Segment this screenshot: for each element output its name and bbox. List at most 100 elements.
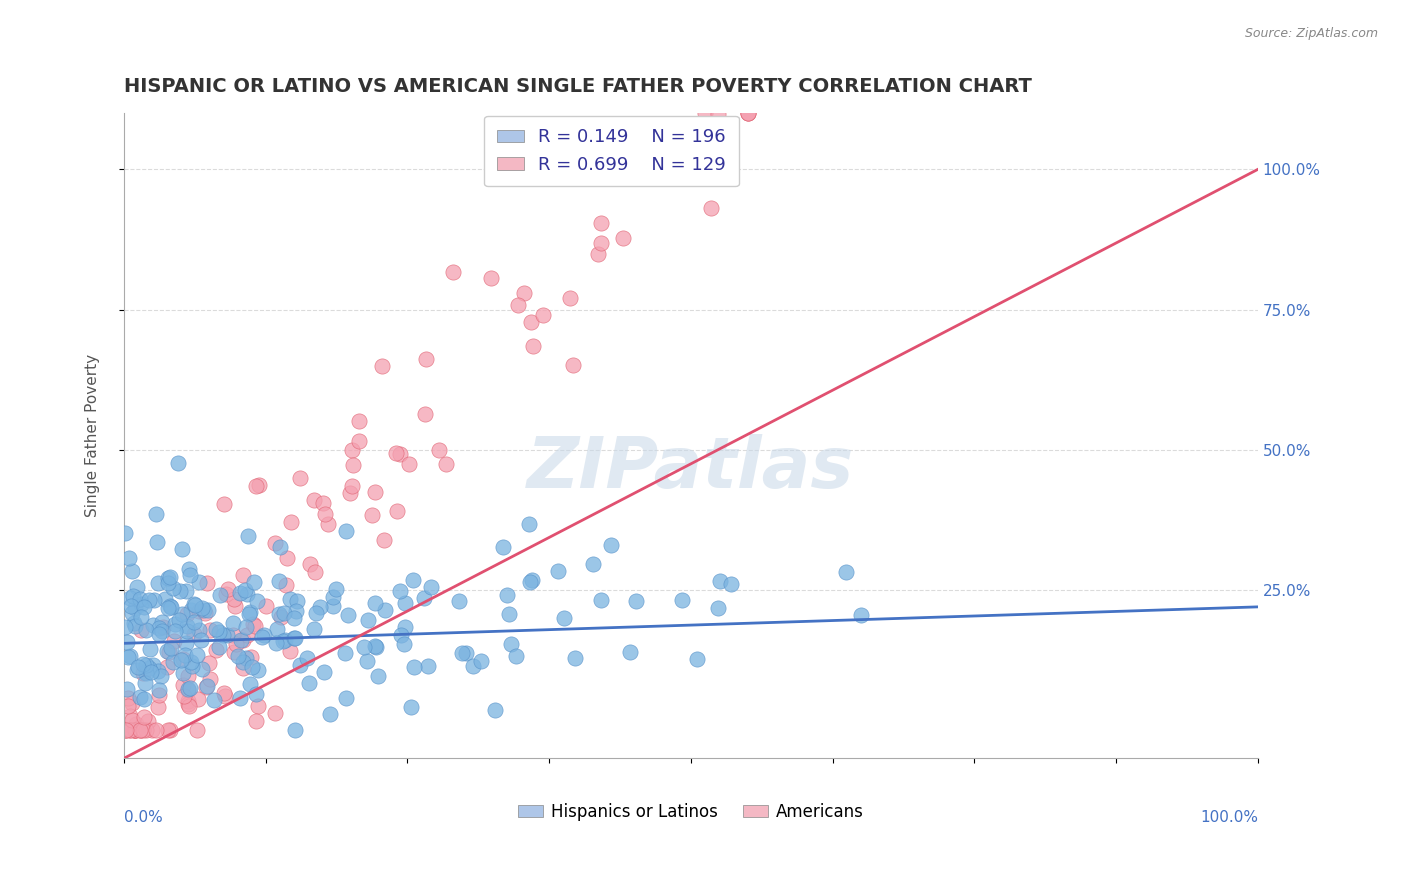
Hispanics or Latinos xyxy=(484,703,506,717)
Hispanics or Latinos xyxy=(389,628,412,642)
Hispanics or Latinos xyxy=(364,640,387,654)
Americans xyxy=(520,315,543,329)
Americans xyxy=(148,688,170,702)
Hispanics or Latinos xyxy=(121,606,143,620)
Hispanics or Latinos xyxy=(159,570,181,584)
Hispanics or Latinos xyxy=(131,597,153,611)
Americans xyxy=(347,413,370,427)
Americans xyxy=(198,623,221,637)
Hispanics or Latinos xyxy=(238,529,260,543)
Hispanics or Latinos xyxy=(191,601,214,615)
Americans xyxy=(612,231,634,245)
Hispanics or Latinos xyxy=(250,630,273,644)
Hispanics or Latinos xyxy=(267,574,290,589)
Hispanics or Latinos xyxy=(335,646,357,660)
Americans xyxy=(247,478,270,492)
Americans xyxy=(225,637,247,651)
Americans xyxy=(299,558,322,572)
Hispanics or Latinos xyxy=(145,534,167,549)
Americans xyxy=(136,714,159,728)
Hispanics or Latinos xyxy=(335,524,357,539)
Hispanics or Latinos xyxy=(114,526,136,541)
Hispanics or Latinos xyxy=(120,599,142,613)
Hispanics or Latinos xyxy=(139,665,162,679)
Americans xyxy=(700,202,723,216)
Americans xyxy=(129,723,152,738)
Hispanics or Latinos xyxy=(233,583,256,598)
Americans xyxy=(224,645,246,659)
Hispanics or Latinos xyxy=(235,619,257,633)
Hispanics or Latinos xyxy=(285,604,308,618)
Americans xyxy=(156,659,179,673)
Hispanics or Latinos xyxy=(599,538,621,552)
Americans xyxy=(132,710,155,724)
Americans xyxy=(205,642,228,657)
Hispanics or Latinos xyxy=(686,652,709,666)
Hispanics or Latinos xyxy=(269,607,291,621)
Americans xyxy=(124,723,146,738)
Americans xyxy=(247,698,270,713)
Hispanics or Latinos xyxy=(142,593,165,607)
Hispanics or Latinos xyxy=(118,550,141,565)
Americans xyxy=(693,106,716,120)
Americans xyxy=(245,714,267,729)
Americans xyxy=(245,479,267,493)
Hispanics or Latinos xyxy=(707,600,730,615)
Hispanics or Latinos xyxy=(125,580,148,594)
Americans xyxy=(120,723,142,738)
Hispanics or Latinos xyxy=(122,615,145,630)
Americans xyxy=(531,308,554,322)
Americans xyxy=(413,407,436,421)
Americans xyxy=(177,697,200,711)
Hispanics or Latinos xyxy=(180,655,202,669)
Hispanics or Latinos xyxy=(298,676,321,690)
Hispanics or Latinos xyxy=(720,576,742,591)
Americans xyxy=(122,723,145,738)
Text: 100.0%: 100.0% xyxy=(1199,810,1258,825)
Hispanics or Latinos xyxy=(129,610,152,624)
Americans xyxy=(172,652,194,666)
Americans xyxy=(125,717,148,731)
Hispanics or Latinos xyxy=(283,611,305,625)
Hispanics or Latinos xyxy=(159,599,181,614)
Americans xyxy=(235,628,257,642)
Americans xyxy=(256,599,278,614)
Hispanics or Latinos xyxy=(288,657,311,672)
Hispanics or Latinos xyxy=(153,592,176,607)
Americans xyxy=(148,699,170,714)
Americans xyxy=(427,442,450,457)
Hispanics or Latinos xyxy=(402,660,425,674)
Hispanics or Latinos xyxy=(235,587,257,601)
Americans xyxy=(243,619,266,633)
Americans xyxy=(312,496,335,510)
Hispanics or Latinos xyxy=(470,653,492,667)
Americans xyxy=(373,533,395,547)
Hispanics or Latinos xyxy=(364,639,387,653)
Text: HISPANIC OR LATINO VS AMERICAN SINGLE FATHER POVERTY CORRELATION CHART: HISPANIC OR LATINO VS AMERICAN SINGLE FA… xyxy=(124,78,1032,96)
Americans xyxy=(145,723,167,738)
Americans xyxy=(118,709,141,723)
Hispanics or Latinos xyxy=(246,594,269,608)
Hispanics or Latinos xyxy=(499,637,522,651)
Hispanics or Latinos xyxy=(184,599,207,613)
Hispanics or Latinos xyxy=(208,640,231,654)
Americans xyxy=(114,723,136,738)
Hispanics or Latinos xyxy=(492,541,515,555)
Americans xyxy=(558,291,581,305)
Hispanics or Latinos xyxy=(114,620,136,634)
Americans xyxy=(513,285,536,300)
Americans xyxy=(115,723,138,738)
Hispanics or Latinos xyxy=(162,581,184,595)
Hispanics or Latinos xyxy=(519,575,541,590)
Hispanics or Latinos xyxy=(284,723,307,738)
Americans xyxy=(242,617,264,632)
Hispanics or Latinos xyxy=(163,624,186,638)
Americans xyxy=(232,632,254,647)
Americans xyxy=(129,623,152,637)
Hispanics or Latinos xyxy=(186,648,208,663)
Hispanics or Latinos xyxy=(176,624,198,639)
Americans xyxy=(222,592,245,607)
Hispanics or Latinos xyxy=(221,616,243,631)
Americans xyxy=(278,644,301,658)
Americans xyxy=(270,610,292,624)
